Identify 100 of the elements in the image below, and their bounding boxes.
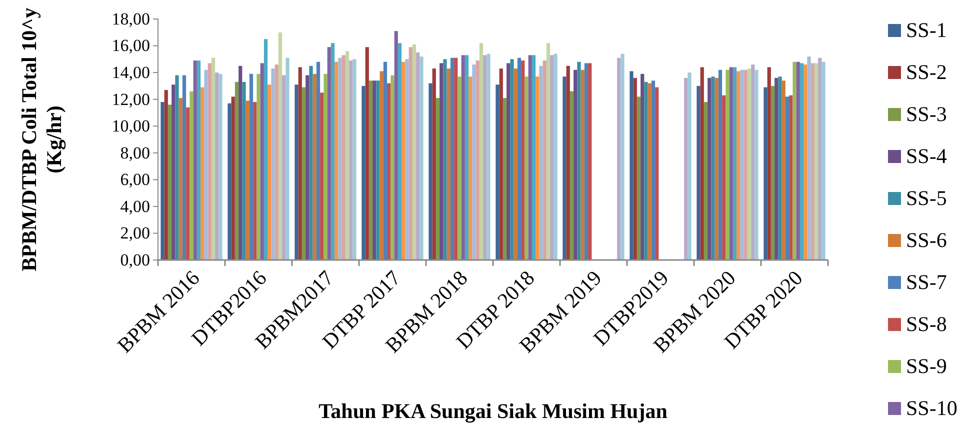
bar: [443, 59, 447, 260]
bar: [218, 74, 222, 260]
bar: [744, 70, 748, 260]
bar: [349, 60, 353, 260]
bar: [330, 43, 335, 260]
legend-label: SS-4: [906, 144, 948, 168]
bar: [231, 96, 235, 260]
bar: [722, 95, 726, 260]
bar: [178, 98, 182, 260]
bar: [365, 47, 369, 260]
bar: [164, 90, 168, 260]
legend-label: SS-1: [906, 18, 947, 42]
bar: [774, 78, 778, 260]
bar: [405, 59, 409, 260]
bar: [524, 76, 528, 260]
bar: [554, 54, 558, 260]
bar: [387, 83, 391, 260]
bar: [362, 86, 366, 260]
bar: [268, 84, 272, 260]
bar: [398, 43, 402, 260]
bar: [458, 76, 462, 260]
bar: [320, 92, 324, 260]
bar: [402, 62, 406, 260]
bar: [172, 84, 176, 260]
bar: [278, 32, 282, 260]
bar: [633, 78, 637, 260]
bar: [200, 87, 204, 260]
bar: [704, 102, 708, 260]
bar: [684, 78, 688, 260]
bar: [306, 75, 310, 260]
y-tick-label: 2,00: [120, 224, 150, 243]
bar: [792, 62, 796, 260]
bar: [711, 76, 715, 260]
bar: [718, 70, 722, 260]
bar: [822, 62, 826, 260]
bar: [416, 52, 420, 260]
bar: [383, 62, 388, 260]
bar: [747, 68, 752, 260]
bar: [486, 54, 490, 260]
y-tick-label: 6,00: [120, 170, 150, 190]
bar: [729, 67, 733, 260]
bar: [274, 64, 278, 260]
legend-label: SS-3: [906, 102, 947, 126]
bar: [175, 75, 179, 260]
bar: [440, 63, 444, 260]
bar: [253, 102, 257, 260]
bar: [700, 67, 704, 260]
y-tick-label: 0,00: [120, 250, 150, 270]
bar: [651, 80, 656, 260]
bar: [249, 74, 254, 260]
bar: [271, 68, 275, 260]
bar: [726, 70, 730, 260]
bar: [450, 58, 454, 260]
bar: [550, 55, 554, 260]
bar: [782, 80, 786, 260]
bar: [454, 58, 458, 260]
bar: [708, 78, 712, 260]
bar: [394, 31, 398, 260]
bar: [546, 43, 550, 260]
bar: [432, 68, 436, 260]
legend-label: SS-9: [906, 354, 947, 378]
bar: [264, 39, 268, 260]
bar: [502, 98, 507, 260]
bar: [309, 66, 313, 260]
bar: [617, 58, 621, 260]
bar: [246, 100, 250, 260]
bar: [506, 63, 510, 260]
bar: [204, 70, 208, 260]
bar: [228, 103, 232, 260]
bar: [193, 60, 197, 260]
bar: [215, 72, 219, 260]
bar: [562, 76, 566, 260]
bar: [208, 63, 212, 260]
bar: [446, 68, 450, 260]
bar: [242, 82, 246, 260]
bar: [539, 66, 543, 260]
legend-label: SS-2: [906, 60, 947, 84]
bar: [804, 64, 808, 260]
bar: [182, 75, 186, 260]
bar: [696, 86, 700, 260]
bar: [736, 71, 740, 260]
bar: [688, 72, 692, 260]
bar: [190, 91, 194, 260]
bar: [472, 64, 476, 260]
bar: [342, 55, 346, 260]
bar: [640, 74, 644, 260]
bar: [368, 80, 373, 260]
bar: [740, 70, 744, 260]
bar: [372, 80, 376, 260]
bar: [294, 84, 298, 260]
bar: [312, 74, 316, 260]
bar: [302, 87, 306, 260]
bar: [376, 80, 380, 260]
x-axis-title: Tahun PKA Sungai Siak Musim Hujan: [318, 399, 668, 423]
bar: [754, 70, 758, 260]
bar: [655, 87, 659, 260]
bar: [577, 62, 581, 260]
bar: [800, 63, 804, 260]
bar: [536, 76, 540, 260]
bar: [648, 83, 652, 260]
